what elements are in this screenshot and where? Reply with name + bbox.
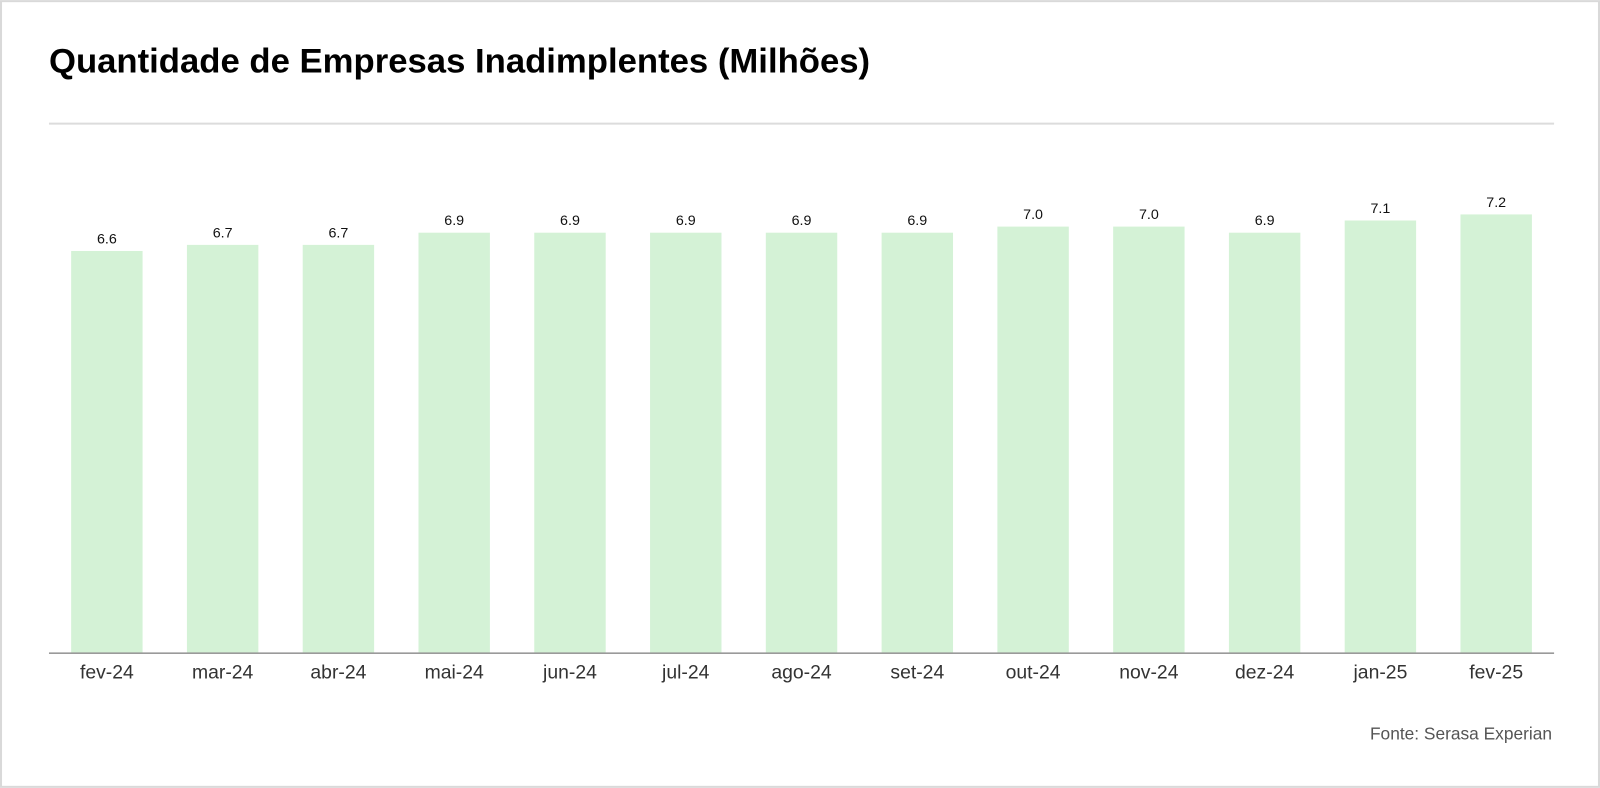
data-label: 7.1: [1370, 201, 1390, 217]
bar: [997, 226, 1069, 654]
data-label: 7.0: [1023, 207, 1043, 223]
bar: [418, 232, 490, 654]
bar: [881, 232, 954, 654]
data-label: 6.9: [676, 213, 696, 229]
x-tick-label: nov-24: [1119, 662, 1178, 684]
data-label: 6.9: [907, 213, 927, 229]
x-tick-label: fev-24: [80, 662, 134, 684]
x-tick-label: jul-24: [661, 662, 710, 684]
data-label: 6.7: [329, 225, 349, 241]
x-tick-label: mar-24: [192, 662, 254, 684]
data-label: 6.9: [1255, 213, 1275, 229]
x-tick-label: jun-24: [542, 662, 597, 684]
x-tick-label: dez-24: [1235, 662, 1294, 684]
x-tick-label: mai-24: [425, 662, 484, 684]
data-label: 7.0: [1139, 207, 1159, 223]
data-label: 6.6: [97, 232, 117, 248]
x-tick-label: out-24: [1006, 662, 1061, 684]
bar: [302, 244, 375, 654]
bar: [1460, 214, 1532, 654]
bar: [1344, 220, 1417, 654]
bar: [650, 232, 722, 654]
bar: [1228, 232, 1301, 654]
x-tick-label: jan-25: [1352, 662, 1407, 684]
x-tick-label: fev-25: [1469, 662, 1523, 684]
x-tick-label: set-24: [890, 662, 944, 684]
data-label: 6.9: [792, 213, 812, 229]
chart-title: Quantidade de Empresas Inadimplentes (Mi…: [49, 43, 870, 81]
data-label: 7.2: [1486, 195, 1506, 211]
source-note: Fonte: Serasa Experian: [1370, 723, 1552, 743]
bar: [1113, 226, 1185, 654]
bar: [186, 244, 259, 654]
bar: [534, 232, 606, 654]
data-label: 6.9: [560, 213, 580, 229]
bar: [71, 250, 143, 654]
x-tick-label: abr-24: [310, 662, 366, 684]
bar: [765, 232, 838, 654]
x-tick-label: ago-24: [771, 662, 832, 684]
data-label: 6.9: [444, 213, 464, 229]
data-label: 6.7: [213, 225, 233, 241]
